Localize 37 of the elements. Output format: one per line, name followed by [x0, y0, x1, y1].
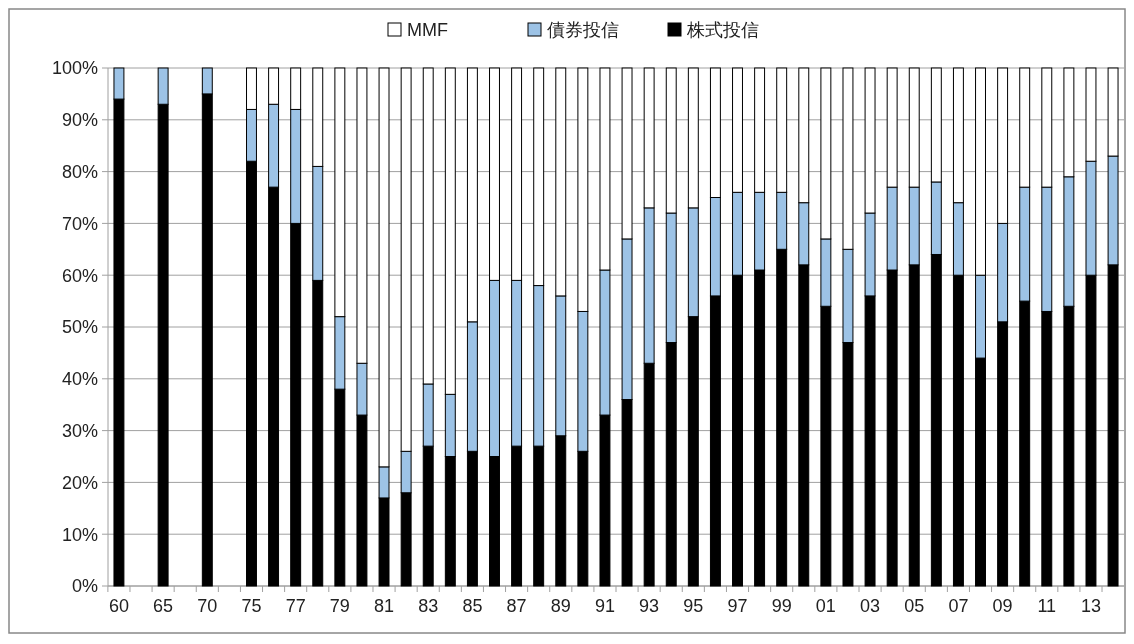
- y-tick-label: 40%: [61, 369, 98, 390]
- x-tick-label: 97: [727, 596, 748, 616]
- legend-label: 債券投信: [547, 20, 619, 41]
- x-tick-label: 79: [329, 596, 350, 616]
- y-tick-label: 80%: [61, 161, 98, 182]
- x-tick-label: 83: [418, 596, 439, 616]
- x-tick-label: 75: [241, 596, 262, 616]
- x-tick-label: 70: [197, 596, 218, 616]
- x-tick-label: 77: [285, 596, 306, 616]
- x-tick-label: 09: [992, 596, 1013, 616]
- x-tick-label: 05: [904, 596, 925, 616]
- legend-label: 株式投信: [686, 20, 759, 41]
- x-tick-label: 89: [550, 596, 571, 616]
- y-tick-label: 50%: [61, 317, 98, 338]
- x-tick-label: 03: [860, 596, 881, 616]
- y-tick-label: 60%: [61, 265, 98, 286]
- y-tick-label: 10%: [61, 524, 98, 545]
- x-tick-label: 01: [815, 596, 836, 616]
- x-tick-label: 87: [506, 596, 527, 616]
- x-tick-label: 13: [1080, 596, 1101, 616]
- x-tick-label: 95: [683, 596, 704, 616]
- x-tick-label: 65: [153, 596, 174, 616]
- y-tick-label: 0%: [71, 576, 98, 597]
- y-tick-label: 20%: [61, 472, 98, 493]
- x-tick-label: 91: [594, 596, 615, 616]
- y-tick-label: 30%: [61, 420, 98, 441]
- x-tick-label: 81: [374, 596, 395, 616]
- x-tick-label: 99: [771, 596, 792, 616]
- y-tick-label: 90%: [61, 110, 98, 131]
- y-tick-label: 100%: [51, 58, 98, 79]
- y-tick-label: 70%: [61, 213, 98, 234]
- x-tick-label: 93: [639, 596, 660, 616]
- x-tick-label: 11: [1037, 596, 1057, 616]
- x-tick-label: 07: [948, 596, 969, 616]
- legend-label: MMF: [407, 20, 448, 41]
- x-tick-label: 85: [462, 596, 483, 616]
- x-tick-label: 60: [108, 596, 129, 616]
